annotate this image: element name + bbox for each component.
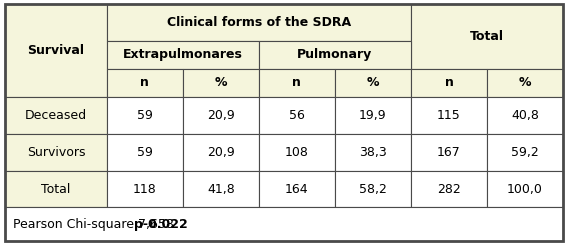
Bar [107,171,183,208]
Bar [411,69,487,97]
Bar [183,171,259,208]
Text: 59,2: 59,2 [511,146,539,159]
Text: Extrapulmonares: Extrapulmonares [123,48,243,61]
Bar [335,134,411,171]
Bar [259,134,335,171]
Text: 59: 59 [137,109,153,122]
Bar [107,134,183,171]
Text: 115: 115 [437,109,461,122]
Bar [5,171,107,208]
Text: %: % [214,76,227,89]
Bar [411,97,487,134]
Text: n: n [292,76,302,89]
Bar [411,134,487,171]
Bar [335,97,411,134]
Text: 164: 164 [285,183,309,196]
Text: Total: Total [41,183,71,196]
Text: 56: 56 [289,109,305,122]
Bar [183,97,259,134]
Text: n: n [445,76,453,89]
Bar [5,134,107,171]
Bar [5,4,107,97]
Bar [107,41,259,69]
Text: 41,8: 41,8 [207,183,235,196]
Text: Clinical forms of the SDRA: Clinical forms of the SDRA [167,16,351,29]
Bar [259,41,411,69]
Bar [183,134,259,171]
Bar [487,97,563,134]
Bar [335,171,411,208]
Text: Deceased: Deceased [25,109,87,122]
Bar [487,134,563,171]
Text: 19,9: 19,9 [359,109,386,122]
Text: 20,9: 20,9 [207,109,235,122]
Text: Survivors: Survivors [27,146,85,159]
Bar [259,171,335,208]
Bar [107,4,411,41]
Bar [107,69,183,97]
Text: 108: 108 [285,146,309,159]
Text: p-0.022: p-0.022 [134,218,188,231]
Text: 282: 282 [437,183,461,196]
Text: n: n [140,76,149,89]
Text: 40,8: 40,8 [511,109,539,122]
Bar [487,171,563,208]
Text: 58,2: 58,2 [359,183,387,196]
Text: Pulmonary: Pulmonary [298,48,373,61]
Text: 118: 118 [133,183,157,196]
Bar [107,97,183,134]
Text: 59: 59 [137,146,153,159]
Bar [183,69,259,97]
Bar [411,171,487,208]
Text: %: % [367,76,379,89]
Text: Survival: Survival [27,44,84,57]
Text: Pearson Chi-square 7,658: Pearson Chi-square 7,658 [13,218,178,231]
Bar [259,97,335,134]
Bar [335,69,411,97]
Text: 167: 167 [437,146,461,159]
Bar [487,69,563,97]
Text: 38,3: 38,3 [359,146,387,159]
Text: Total: Total [470,30,504,43]
Text: %: % [519,76,531,89]
Text: 100,0: 100,0 [507,183,543,196]
Bar [5,97,107,134]
Bar [411,4,563,69]
Bar [259,69,335,97]
Text: 20,9: 20,9 [207,146,235,159]
Bar [5,208,563,241]
